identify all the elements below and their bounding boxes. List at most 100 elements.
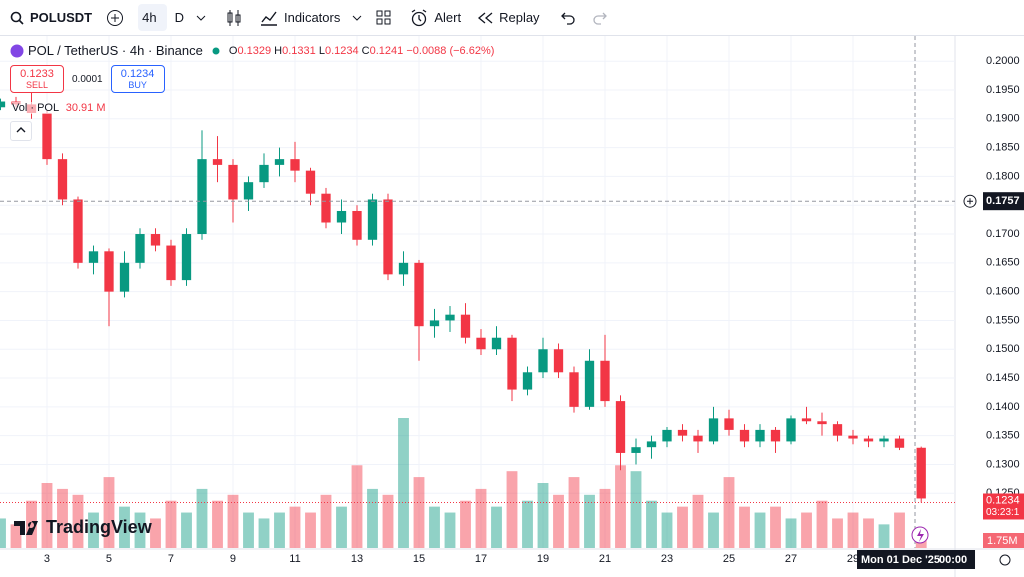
volume-bar xyxy=(181,512,192,548)
x-tick-label: 25 xyxy=(723,553,735,565)
candle-body xyxy=(305,170,316,194)
alert[interactable]: Alert xyxy=(410,8,467,27)
y-tick-label: 0.1950 xyxy=(986,84,1020,96)
compare[interactable] xyxy=(106,9,124,27)
x-tick-label: 11 xyxy=(289,553,300,565)
chart-type[interactable] xyxy=(226,9,242,27)
buy-button[interactable]: 0.1234 BUY xyxy=(110,65,165,93)
volume-bar xyxy=(661,512,673,548)
buy-label: BUY xyxy=(128,80,147,90)
toolbar: POLUSDT 4h D Indicators Alert Replay xyxy=(0,0,1024,36)
candle-body xyxy=(429,320,440,327)
volume-bar xyxy=(212,500,223,548)
volume-bar xyxy=(429,506,440,548)
interval[interactable]: 4h xyxy=(138,4,167,31)
brand-name: TradingView xyxy=(46,517,152,537)
alert-label: Alert xyxy=(434,10,462,25)
y-tick-label: 0.1550 xyxy=(986,314,1020,326)
candle-body xyxy=(290,159,300,171)
candle-body xyxy=(476,337,486,350)
volume-bar xyxy=(739,506,750,548)
symbol-logo xyxy=(10,44,24,57)
volume-bar xyxy=(243,512,254,548)
candle-body xyxy=(88,251,99,263)
h-label: H xyxy=(274,44,283,57)
volume-bar xyxy=(630,471,642,548)
symbol-search[interactable]: POLUSDT xyxy=(10,10,92,25)
volume-bar xyxy=(723,477,735,548)
volume-bar xyxy=(832,518,843,548)
candle-body xyxy=(863,438,874,442)
x-tick-label: 17 xyxy=(475,553,487,565)
chevron xyxy=(353,15,362,21)
candle-body xyxy=(181,234,192,281)
collapse-button[interactable] xyxy=(10,121,32,141)
undo[interactable] xyxy=(560,11,576,25)
volume-bar xyxy=(382,494,394,548)
volume-bar xyxy=(398,418,409,548)
candle-body xyxy=(708,418,719,442)
crosshair-date-box xyxy=(857,550,976,569)
x-tick-label: 13 xyxy=(351,553,363,565)
x-tick-label: 7 xyxy=(168,553,174,565)
volume-bar xyxy=(0,518,6,548)
volume-bar xyxy=(150,518,161,548)
x-tick-label: 9 xyxy=(230,553,236,565)
interval-d[interactable]: D xyxy=(175,10,206,25)
crosshair-price-box xyxy=(983,192,1024,211)
c-label: C xyxy=(361,44,370,57)
layouts[interactable] xyxy=(376,10,392,26)
legend: POL / TetherUS · 4h · Binance O0.1329 H 0… xyxy=(10,43,494,58)
crosshair-price: 0.1757 xyxy=(986,195,1020,207)
redo[interactable] xyxy=(592,11,608,25)
volume-bar xyxy=(196,488,208,548)
y-tick-label: 0.1700 xyxy=(986,228,1020,240)
volume-bar xyxy=(847,512,859,548)
candle-body xyxy=(150,234,161,246)
o-label: O xyxy=(228,44,238,57)
candle-body xyxy=(367,199,378,240)
settings-icon[interactable] xyxy=(999,554,1011,566)
volume-bar xyxy=(646,500,657,548)
candle-body xyxy=(584,360,595,407)
sell-button[interactable]: 0.1233 SELL xyxy=(10,65,64,93)
c-value: 0.1241 xyxy=(369,44,404,57)
candle-body xyxy=(879,438,889,442)
candle-body xyxy=(104,251,114,292)
plus-icon xyxy=(107,9,124,26)
o-value: 0.1329 xyxy=(237,44,272,57)
indicators[interactable]: Indicators xyxy=(260,10,362,26)
candle-body xyxy=(894,438,905,448)
volume-legend: Vol · POL 30.91 M xyxy=(12,102,106,114)
y-tick-label: 0.2000 xyxy=(986,55,1020,67)
y-tick-label: 0.1450 xyxy=(986,372,1020,384)
candle-body xyxy=(724,418,734,430)
legend-title: POL / TetherUS · 4h · Binance xyxy=(28,43,203,58)
x-tick-label: 5 xyxy=(106,553,112,565)
candle-body xyxy=(166,245,176,281)
x-tick-label: 21 xyxy=(599,553,611,565)
chart: 0.12500.13000.13500.14000.14500.15000.15… xyxy=(0,36,1024,577)
y-tick-label: 0.1400 xyxy=(986,401,1020,413)
replay-icon xyxy=(478,12,493,23)
candle-body xyxy=(352,210,362,240)
volume-name: Vol · POL xyxy=(12,102,59,114)
candle-body xyxy=(662,429,672,442)
brand-logo xyxy=(14,520,38,535)
volume-bar xyxy=(320,494,332,548)
x-tick-label: 3 xyxy=(44,553,50,565)
brand: TradingView xyxy=(14,517,152,538)
candle-body xyxy=(42,113,52,160)
volume-bar xyxy=(816,500,828,548)
volume-bar xyxy=(351,465,363,548)
crosshair-plus-sign xyxy=(967,198,973,205)
crosshair-date: Mon 01 Dec '25 xyxy=(861,554,940,566)
spread: 0.0001 xyxy=(72,73,103,85)
layout-icon xyxy=(376,10,391,24)
x-tick-label: 19 xyxy=(537,553,549,565)
replay[interactable]: Replay xyxy=(477,10,545,25)
volume-bar xyxy=(553,494,564,548)
status-dot xyxy=(212,47,220,54)
candle-body xyxy=(491,337,502,350)
volume-bar xyxy=(258,518,270,548)
